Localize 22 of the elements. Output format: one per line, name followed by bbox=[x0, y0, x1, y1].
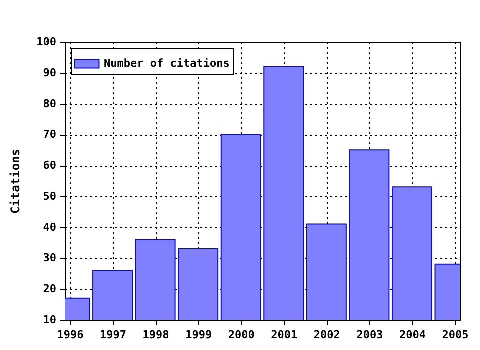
x-tick-label: 2000 bbox=[228, 328, 255, 342]
x-tick-label: 2002 bbox=[314, 328, 340, 342]
legend-label: Number of citations bbox=[104, 57, 230, 70]
y-tick-label: 50 bbox=[43, 190, 56, 203]
y-tick-label: 80 bbox=[43, 97, 56, 110]
x-tick-label: 2005 bbox=[442, 328, 469, 342]
y-axis-title: Citations bbox=[8, 148, 23, 214]
y-tick-label: 30 bbox=[43, 252, 56, 265]
y-tick-label: 100 bbox=[36, 36, 56, 48]
x-tick-label: 1997 bbox=[100, 328, 127, 342]
x-tick-label: 1998 bbox=[142, 328, 170, 342]
y-tick-label: 40 bbox=[43, 220, 56, 234]
x-tick-label: 2001 bbox=[271, 328, 298, 342]
y-tick-label: 20 bbox=[43, 282, 56, 296]
x-tick-label: 1999 bbox=[186, 328, 212, 342]
x-tick-label: 1996 bbox=[57, 328, 84, 342]
y-tick-label: 90 bbox=[43, 66, 56, 80]
y-tick-label: 60 bbox=[43, 159, 56, 172]
x-tick-label: 2003 bbox=[356, 328, 384, 342]
y-tick-label: 10 bbox=[43, 314, 56, 326]
x-tick-label: 2004 bbox=[399, 328, 426, 342]
y-tick-label: 70 bbox=[43, 128, 56, 142]
